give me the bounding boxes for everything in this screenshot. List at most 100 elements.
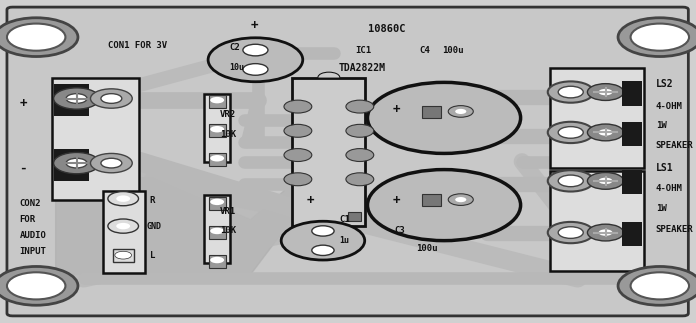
Circle shape xyxy=(7,24,65,51)
Circle shape xyxy=(284,173,312,186)
Circle shape xyxy=(210,155,224,162)
Circle shape xyxy=(54,88,100,109)
Circle shape xyxy=(284,124,312,137)
Circle shape xyxy=(284,149,312,162)
Text: 1W: 1W xyxy=(656,204,666,213)
Circle shape xyxy=(367,170,521,241)
Bar xyxy=(622,170,642,194)
Bar xyxy=(292,78,365,226)
Circle shape xyxy=(243,64,268,75)
Circle shape xyxy=(455,109,466,114)
Circle shape xyxy=(243,44,268,56)
Circle shape xyxy=(208,38,303,82)
Text: SPEAKER: SPEAKER xyxy=(656,141,693,150)
Circle shape xyxy=(587,124,624,141)
Text: 100u: 100u xyxy=(442,46,464,55)
Circle shape xyxy=(90,89,132,108)
Circle shape xyxy=(281,221,365,260)
Wedge shape xyxy=(318,73,340,78)
Text: +: + xyxy=(306,194,314,207)
Circle shape xyxy=(558,86,583,98)
Bar xyxy=(550,171,644,271)
Text: AUDIO: AUDIO xyxy=(19,231,47,240)
Text: -: - xyxy=(19,162,27,174)
Circle shape xyxy=(618,18,696,57)
Circle shape xyxy=(346,100,374,113)
Circle shape xyxy=(210,97,224,103)
FancyBboxPatch shape xyxy=(7,7,688,316)
Bar xyxy=(422,106,441,118)
Bar xyxy=(209,226,226,239)
Circle shape xyxy=(599,129,612,136)
Text: VR1: VR1 xyxy=(220,207,236,216)
Bar xyxy=(209,95,226,108)
Bar xyxy=(52,78,139,200)
Text: CON2: CON2 xyxy=(19,199,41,208)
Text: LS1: LS1 xyxy=(656,163,673,173)
Circle shape xyxy=(210,126,224,132)
Text: FOR: FOR xyxy=(19,215,35,224)
Text: LS2: LS2 xyxy=(656,79,673,89)
Circle shape xyxy=(108,219,139,233)
Circle shape xyxy=(599,229,612,236)
Circle shape xyxy=(448,194,473,205)
Text: C4: C4 xyxy=(419,46,429,55)
Text: GND: GND xyxy=(146,222,161,231)
Text: L: L xyxy=(150,251,155,260)
Text: R: R xyxy=(150,196,155,205)
Circle shape xyxy=(346,124,374,137)
Bar xyxy=(622,222,642,246)
Circle shape xyxy=(346,149,374,162)
Circle shape xyxy=(367,82,521,153)
Text: 10K: 10K xyxy=(220,130,236,139)
Circle shape xyxy=(210,228,224,234)
Circle shape xyxy=(101,158,122,168)
Bar xyxy=(103,191,145,273)
Bar xyxy=(550,68,644,168)
Bar xyxy=(209,153,226,166)
Text: +: + xyxy=(393,194,400,207)
Circle shape xyxy=(618,266,696,305)
Text: +: + xyxy=(19,97,27,110)
Text: 4-OHM: 4-OHM xyxy=(656,184,683,193)
Circle shape xyxy=(599,89,612,95)
Circle shape xyxy=(0,266,78,305)
Circle shape xyxy=(116,223,130,229)
Circle shape xyxy=(631,272,689,299)
Circle shape xyxy=(587,172,624,189)
Bar xyxy=(622,81,642,106)
Circle shape xyxy=(210,257,224,263)
Circle shape xyxy=(90,153,132,173)
Bar xyxy=(622,122,642,146)
Circle shape xyxy=(558,227,583,238)
Circle shape xyxy=(548,81,594,103)
Circle shape xyxy=(66,158,87,168)
Circle shape xyxy=(101,94,122,103)
Bar xyxy=(54,84,89,116)
Bar xyxy=(348,212,361,221)
Circle shape xyxy=(587,84,624,100)
Bar xyxy=(209,124,226,137)
Text: C3: C3 xyxy=(394,226,404,235)
Circle shape xyxy=(0,18,78,57)
Text: INPUT: INPUT xyxy=(19,247,47,256)
Circle shape xyxy=(455,197,466,202)
Text: 1W: 1W xyxy=(656,121,666,130)
Circle shape xyxy=(210,199,224,205)
Circle shape xyxy=(548,170,594,192)
Circle shape xyxy=(631,24,689,51)
Circle shape xyxy=(558,175,583,187)
Circle shape xyxy=(548,122,594,143)
Bar xyxy=(422,194,441,206)
Circle shape xyxy=(448,106,473,117)
Bar xyxy=(209,197,226,210)
Circle shape xyxy=(284,100,312,113)
Circle shape xyxy=(108,192,139,206)
Bar xyxy=(113,249,134,262)
Text: IC1: IC1 xyxy=(355,46,371,55)
Circle shape xyxy=(599,178,612,184)
Circle shape xyxy=(587,224,624,241)
Bar xyxy=(209,255,226,268)
Text: 10K: 10K xyxy=(220,226,236,235)
Circle shape xyxy=(7,272,65,299)
